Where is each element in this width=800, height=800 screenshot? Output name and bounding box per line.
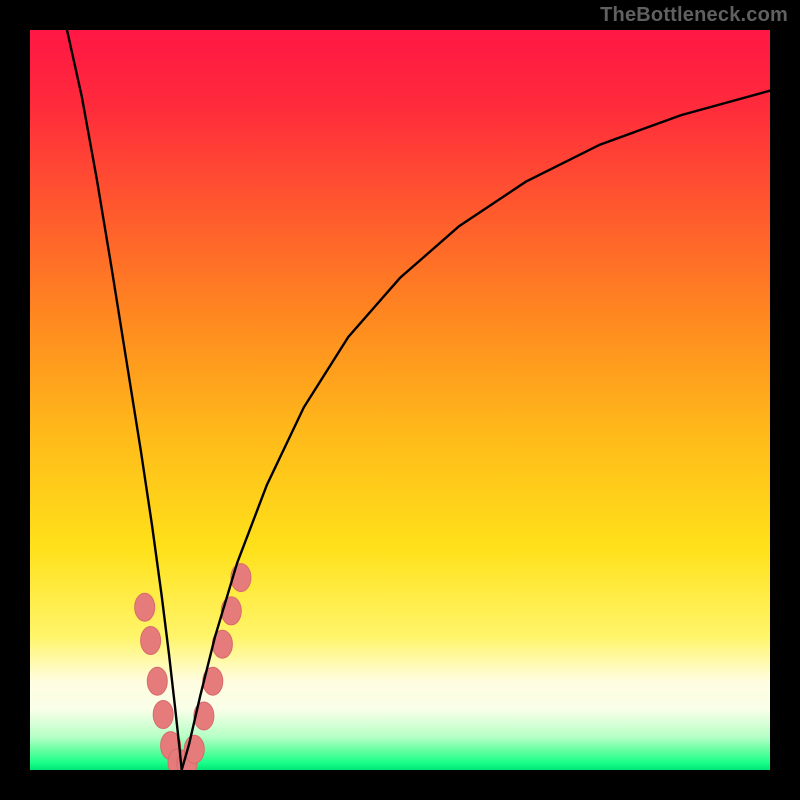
watermark-text: TheBottleneck.com — [600, 4, 788, 27]
curves-layer — [30, 30, 770, 770]
data-marker — [141, 627, 161, 655]
data-marker — [221, 597, 241, 625]
data-marker — [147, 667, 167, 695]
right-curve — [182, 91, 770, 770]
plot-area — [30, 30, 770, 770]
data-marker — [135, 593, 155, 621]
left-curve — [67, 30, 182, 770]
marker-group — [135, 564, 251, 770]
chart-container: TheBottleneck.com — [0, 0, 800, 800]
data-marker — [153, 701, 173, 729]
